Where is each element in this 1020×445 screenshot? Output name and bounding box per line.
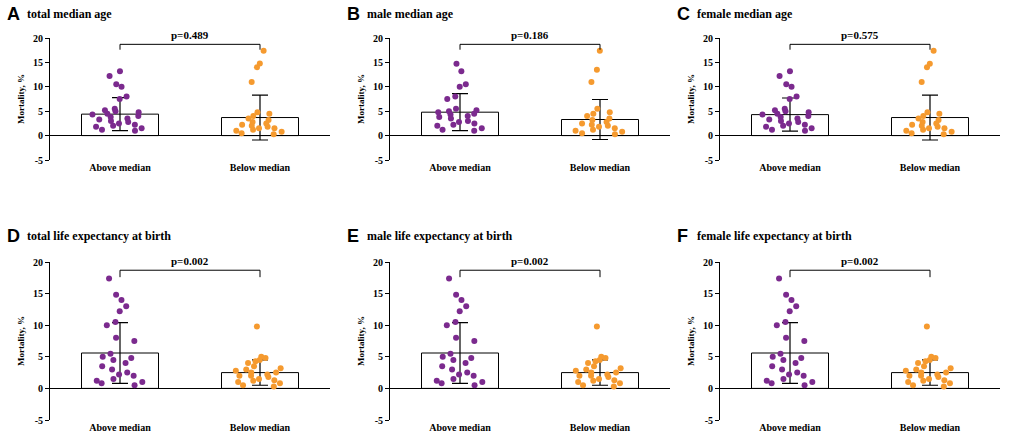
- svg-text:20: 20: [373, 33, 383, 44]
- svg-text:Below median: Below median: [900, 422, 961, 433]
- svg-text:-5: -5: [35, 155, 43, 166]
- svg-text:female life expectancy at birt: female life expectancy at birth: [697, 229, 852, 243]
- svg-text:Mortality, %: Mortality, %: [16, 74, 26, 124]
- svg-text:20: 20: [33, 257, 43, 268]
- svg-text:15: 15: [373, 57, 383, 68]
- svg-text:p=0.002: p=0.002: [511, 255, 549, 267]
- svg-text:0: 0: [708, 383, 713, 394]
- svg-text:15: 15: [33, 288, 43, 299]
- svg-text:-5: -5: [705, 415, 713, 426]
- svg-text:female median age: female median age: [697, 7, 793, 21]
- svg-text:10: 10: [373, 320, 383, 331]
- svg-text:Above median: Above median: [429, 162, 491, 173]
- svg-text:Above median: Above median: [89, 422, 151, 433]
- svg-text:Below median: Below median: [230, 422, 291, 433]
- svg-text:Mortality, %: Mortality, %: [356, 316, 366, 366]
- svg-text:20: 20: [703, 33, 713, 44]
- svg-text:F: F: [677, 226, 688, 246]
- svg-text:5: 5: [378, 106, 383, 117]
- svg-text:E: E: [347, 226, 359, 246]
- svg-text:Mortality, %: Mortality, %: [686, 316, 696, 366]
- svg-text:0: 0: [38, 383, 43, 394]
- svg-text:0: 0: [38, 130, 43, 141]
- svg-text:5: 5: [378, 351, 383, 362]
- svg-text:5: 5: [708, 351, 713, 362]
- svg-text:15: 15: [373, 288, 383, 299]
- svg-text:D: D: [7, 226, 20, 246]
- svg-text:Mortality, %: Mortality, %: [356, 74, 366, 124]
- svg-text:20: 20: [33, 33, 43, 44]
- svg-text:p=0.575: p=0.575: [841, 29, 879, 41]
- svg-text:0: 0: [378, 383, 383, 394]
- svg-text:Above median: Above median: [759, 162, 821, 173]
- svg-text:20: 20: [373, 257, 383, 268]
- svg-text:5: 5: [708, 106, 713, 117]
- svg-text:-5: -5: [705, 155, 713, 166]
- svg-text:15: 15: [33, 57, 43, 68]
- svg-text:10: 10: [33, 320, 43, 331]
- svg-text:B: B: [347, 4, 360, 24]
- svg-text:-5: -5: [375, 155, 383, 166]
- svg-text:p=0.002: p=0.002: [841, 255, 879, 267]
- svg-text:p=0.489: p=0.489: [171, 29, 209, 41]
- svg-text:p=0.002: p=0.002: [171, 255, 209, 267]
- svg-text:total life expectancy at birth: total life expectancy at birth: [27, 229, 171, 243]
- svg-text:0: 0: [378, 130, 383, 141]
- svg-text:A: A: [7, 4, 20, 24]
- svg-text:10: 10: [703, 81, 713, 92]
- svg-text:20: 20: [703, 257, 713, 268]
- svg-text:0: 0: [708, 130, 713, 141]
- svg-text:p=0.186: p=0.186: [511, 29, 549, 41]
- svg-text:Mortality, %: Mortality, %: [16, 316, 26, 366]
- svg-text:Below median: Below median: [570, 162, 631, 173]
- svg-text:Below median: Below median: [900, 162, 961, 173]
- svg-text:15: 15: [703, 288, 713, 299]
- svg-text:C: C: [677, 4, 690, 24]
- svg-text:15: 15: [703, 57, 713, 68]
- svg-text:5: 5: [38, 106, 43, 117]
- svg-text:Mortality, %: Mortality, %: [686, 74, 696, 124]
- svg-text:male life expectancy at birth: male life expectancy at birth: [367, 229, 513, 243]
- svg-text:Above median: Above median: [759, 422, 821, 433]
- svg-text:Below median: Below median: [230, 162, 291, 173]
- svg-text:-5: -5: [35, 415, 43, 426]
- svg-text:10: 10: [33, 81, 43, 92]
- svg-text:-5: -5: [375, 415, 383, 426]
- svg-text:5: 5: [38, 351, 43, 362]
- svg-text:Above median: Above median: [89, 162, 151, 173]
- svg-text:total median age: total median age: [27, 7, 112, 21]
- svg-text:Below median: Below median: [570, 422, 631, 433]
- svg-text:Above median: Above median: [429, 422, 491, 433]
- svg-text:10: 10: [703, 320, 713, 331]
- svg-text:10: 10: [373, 81, 383, 92]
- svg-text:male median age: male median age: [367, 7, 454, 21]
